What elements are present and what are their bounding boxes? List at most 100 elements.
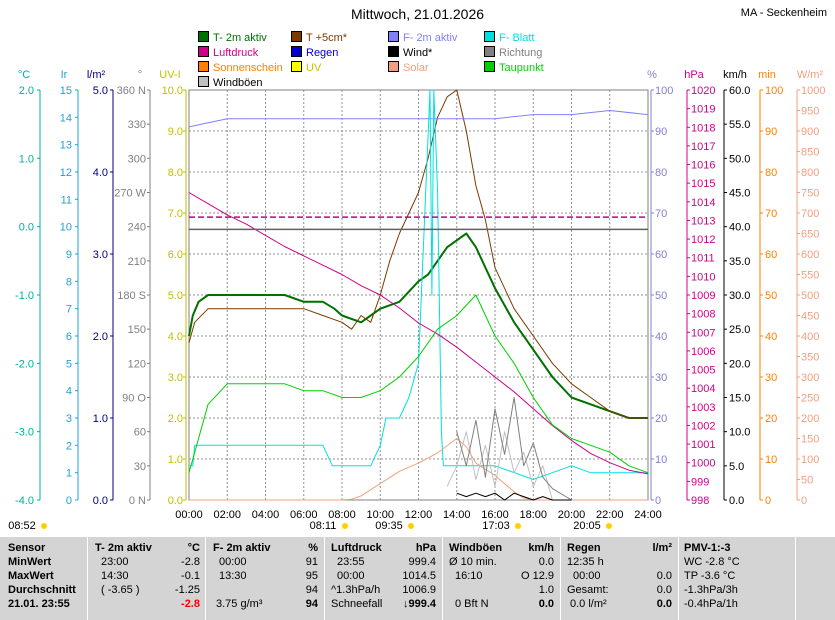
pressure-column: Luftdruck hPa 23:55 999.4 00:00 1014.5 ^1.3… xyxy=(331,537,436,620)
axis-tick-label: 50 xyxy=(765,290,777,302)
press-min-time: 23:55 xyxy=(337,556,365,568)
axis-tick-label: 30 xyxy=(765,372,777,384)
series-line xyxy=(456,492,572,501)
axis-tick-label: 80 xyxy=(765,167,777,179)
axis-tick-label: 50 xyxy=(801,475,813,487)
axis-tick-label: 7 xyxy=(66,304,72,316)
sun-event-time: 17:03 xyxy=(482,520,510,532)
axis-tick-label: 55.0 xyxy=(729,119,750,131)
series-line xyxy=(188,232,648,419)
axis-tick-label: -4.0 xyxy=(15,495,34,507)
axis-tick-label: 10.0 xyxy=(162,85,183,97)
sensor-column: Sensor MinWert MaxWert Durchschnitt 21.0… xyxy=(8,537,86,620)
axis-tick-label: 50.0 xyxy=(729,153,750,165)
legend-label: Solar xyxy=(403,62,429,74)
axis-tick-label: 1016 xyxy=(691,160,715,172)
axis-tick-label: 2.0 xyxy=(19,85,34,97)
axis-tick-label: 60.0 xyxy=(729,85,750,97)
hum-now-value: 94 xyxy=(305,598,318,610)
axis-tick-label: 600 xyxy=(801,249,819,261)
sun-icon xyxy=(606,523,612,529)
sensor-header: Sensor xyxy=(8,542,46,554)
legend-label: Luftdruck xyxy=(213,47,259,59)
legend-label: F- 2m aktiv xyxy=(403,32,458,44)
station-name: MA - Seckenheim xyxy=(740,7,827,19)
x-tick-label: 02:00 xyxy=(213,509,241,521)
series-line xyxy=(456,397,572,501)
rain-max-time: 00:00 xyxy=(573,570,601,582)
x-tick-label: 20:00 xyxy=(558,509,586,521)
legend-label: Regen xyxy=(306,47,339,59)
temp-now-value: -2.8 xyxy=(181,598,200,610)
pmv-column: PMV-1:-3 WC -2.8 °C TP -3.6 °C -1.3hPa/3… xyxy=(684,537,789,620)
axis-tick-label: 0 xyxy=(66,495,72,507)
axis-tick-label: 210 xyxy=(128,256,146,268)
axis-tick-label: 90 xyxy=(655,126,667,138)
temp-min-value: -2.8 xyxy=(181,556,200,568)
axis-tick-label: -2.0 xyxy=(15,358,34,370)
axis-tick-label: 360 N xyxy=(117,85,146,97)
rain-now-value: 0.0 xyxy=(656,598,672,610)
axis-tick-label: 1006 xyxy=(691,346,715,358)
axis-unit-min: min xyxy=(758,69,776,81)
legend-label: T- 2m aktiv xyxy=(213,32,267,44)
legend-item: Wind* xyxy=(388,46,432,59)
legend-item: Taupunkt xyxy=(484,61,544,74)
sun-event-time: 08:11 xyxy=(310,520,337,532)
gust-now-value: 0.0 xyxy=(538,598,554,610)
axis-tick-label: 70 xyxy=(765,208,777,220)
gust-max-time: 16:10 xyxy=(455,570,483,582)
axis-tick-label: 1007 xyxy=(691,327,715,339)
temp-avg-value: -1.25 xyxy=(174,584,200,596)
hum-abs-value: 3.75 g/m³ xyxy=(216,598,263,610)
axis-tick-label: 45.0 xyxy=(729,188,750,200)
axis-tick-label: 15 xyxy=(60,85,72,97)
x-tick-label: 24:00 xyxy=(634,509,662,521)
legend-swatch xyxy=(484,61,495,72)
gust-unit: km/h xyxy=(528,542,554,554)
axis-tick-label: 5 xyxy=(66,358,72,370)
axis-unit-temp: °C xyxy=(18,69,30,81)
temp-avg-note: ( -3.65 ) xyxy=(101,584,140,596)
axis-tick-label: 0.0 xyxy=(168,495,183,507)
axis-tick-label: 270 W xyxy=(114,188,146,200)
legend-item: Luftdruck xyxy=(198,46,258,59)
hum-min-value: 91 xyxy=(305,556,318,568)
axis-tick-label: 850 xyxy=(801,147,819,159)
axis-unit-index: Ir xyxy=(61,69,68,81)
sun-event-time: 09:35 xyxy=(375,520,403,532)
axis-tick-label: 20.0 xyxy=(729,358,750,370)
axis-tick-label: 1019 xyxy=(691,104,715,116)
press-min-value: 999.4 xyxy=(408,556,436,568)
legend-swatch xyxy=(291,31,302,42)
legend-item: Solar xyxy=(388,61,429,74)
temp-max-value: -0.1 xyxy=(181,570,200,582)
axis-tick-label: 70 xyxy=(655,208,667,220)
axis-tick-label: 1011 xyxy=(691,253,715,265)
pressure-trend-1h: -0.4hPa/1h xyxy=(684,598,738,610)
axis-tick-label: 15.0 xyxy=(729,393,750,405)
rain-now-label: 0.0 l/m² xyxy=(570,598,607,610)
axis-tick-label: 1000 xyxy=(691,458,715,470)
axis-tick-label: 1002 xyxy=(691,420,715,432)
temp-max-time: 14:30 xyxy=(101,570,129,582)
series-line xyxy=(188,110,649,128)
axis-tick-label: 300 xyxy=(801,372,819,384)
axis-tick-label: 30 xyxy=(134,461,146,473)
avg-label: Durchschnitt xyxy=(8,584,76,596)
legend-swatch xyxy=(198,76,209,87)
x-tick-label: 12:00 xyxy=(405,509,433,521)
axis-tick-label: 60 xyxy=(765,249,777,261)
press-max-time: 00:00 xyxy=(337,570,365,582)
axis-tick-label: 40.0 xyxy=(729,222,750,234)
legend-label: T +5cm* xyxy=(306,32,348,44)
rain-column: Regen l/m² 12:35 h 00:00 0.0 Gesamt: 0.0 0.… xyxy=(567,537,672,620)
x-tick-label: 00:00 xyxy=(175,509,203,521)
axis-tick-label: 999 xyxy=(691,476,709,488)
axis-tick-label: 150 xyxy=(128,324,146,336)
axis-tick-label: 13 xyxy=(60,140,72,152)
rain-total-value: 0.0 xyxy=(656,584,672,596)
press-unit: hPa xyxy=(415,542,436,554)
legend-item: UV xyxy=(291,61,321,74)
axis-tick-label: 2.0 xyxy=(93,331,108,343)
